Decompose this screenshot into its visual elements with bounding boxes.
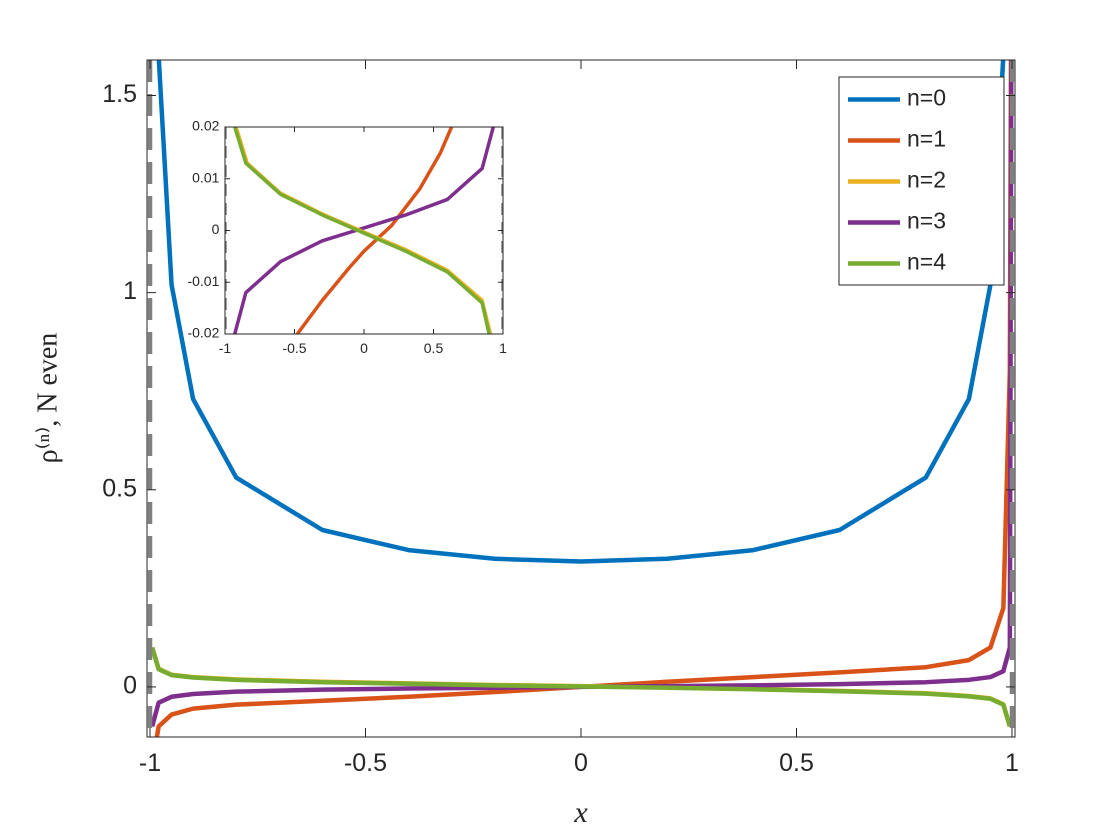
x-tick-label: 0.5	[424, 340, 444, 356]
line-series	[233, 127, 491, 334]
legend-label: n=2	[907, 167, 946, 193]
line-series	[156, 60, 1006, 564]
inset-axes: -1 -0.5 0 0.5 1 -0.02 -0.01 0 0.01 0.02	[187, 118, 507, 356]
legend-label: n=3	[907, 208, 946, 234]
legend-label: n=4	[907, 249, 946, 275]
x-tick-label: -0.5	[282, 340, 306, 356]
legend-label: n=1	[907, 126, 946, 152]
y-tick-label: -0.01	[187, 273, 219, 289]
x-tick-label: 0	[360, 340, 368, 356]
x-tick-label: -1	[219, 340, 232, 356]
y-tick-label: 0.02	[192, 118, 219, 134]
y-tick-label: 0	[212, 221, 220, 237]
y-axis-label: ρ⁽ⁿ⁾, N even	[32, 333, 63, 464]
y-tick-label: 0.01	[192, 169, 219, 185]
y-tick-label: 0	[123, 672, 137, 700]
legend: n=0 n=1 n=2 n=3 n=4	[838, 76, 1005, 286]
x-tick-label: 0	[574, 749, 588, 777]
y-tick-label: 1.5	[102, 80, 137, 108]
x-tick-label: 1	[499, 340, 507, 356]
x-tick-label: 1	[1005, 749, 1019, 777]
x-tick-label: -0.5	[344, 749, 387, 777]
legend-label: n=0	[907, 85, 946, 111]
y-tick-label: 0.5	[102, 474, 137, 502]
plot-content	[147, 60, 1015, 737]
x-tick-label: -1	[139, 749, 161, 777]
x-axis-label: x	[573, 796, 588, 829]
line-series	[233, 127, 495, 334]
y-tick-label: -0.02	[187, 325, 219, 341]
x-tick-label: 0.5	[779, 749, 814, 777]
line-series	[150, 646, 1012, 727]
main-axes: -1 -0.5 0 0.5 1 0 0.5 1 1.5 n=0 n=1 n=2 n=3 n=4	[102, 59, 1019, 777]
plot-content	[225, 127, 503, 334]
y-tick-label: 1	[123, 277, 137, 305]
